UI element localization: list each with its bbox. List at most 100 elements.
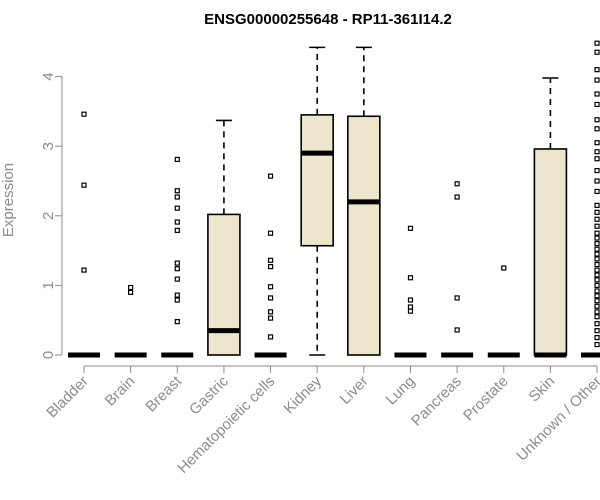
x-tick-label: Unknown / Other — [513, 373, 600, 465]
y-tick-label: 0 — [40, 351, 57, 359]
box-kidney — [300, 46, 335, 356]
outlier-point — [454, 327, 460, 333]
box-body — [207, 213, 241, 356]
outlier-point — [594, 235, 600, 241]
y-axis: 0 1 2 3 4 — [40, 72, 63, 359]
box-pancreas — [441, 181, 474, 358]
x-tick-label: Pancreas — [408, 373, 465, 430]
box-hematopoietic-cells — [254, 173, 287, 358]
outlier-point — [81, 111, 87, 117]
x-tick-label: Bladder — [43, 373, 92, 422]
x-tick-label: Liver — [337, 373, 372, 408]
outlier-point — [594, 256, 600, 262]
outlier-point — [81, 182, 87, 188]
outlier-point — [594, 303, 600, 309]
outlier-point — [128, 284, 134, 291]
x-tick-label: Prostate — [460, 373, 512, 425]
outlier-point — [594, 246, 600, 252]
outlier-point — [454, 181, 460, 187]
outlier-point — [594, 282, 600, 288]
outlier-point — [594, 335, 600, 341]
outlier-point — [594, 91, 600, 97]
outlier-point — [267, 295, 274, 301]
y-tick-label: 4 — [40, 72, 57, 80]
outlier-point — [594, 251, 600, 257]
box-brain — [114, 284, 147, 358]
outlier-point — [174, 318, 180, 325]
outlier-point — [594, 126, 600, 132]
outlier-point — [267, 264, 274, 270]
outlier-point — [407, 275, 414, 281]
x-tick-label: Gastric — [186, 372, 232, 418]
outlier-point — [174, 188, 180, 194]
outlier-point — [594, 209, 600, 215]
outlier-point — [594, 288, 600, 294]
outlier-point — [594, 341, 600, 348]
y-axis-label: Expression — [0, 163, 17, 237]
outlier-point — [594, 328, 600, 334]
outlier-point — [594, 149, 600, 155]
box-unknown-other — [581, 40, 600, 358]
outlier-point — [501, 265, 507, 271]
outlier-point — [594, 309, 600, 315]
outlier-point — [594, 277, 600, 283]
outlier-point — [174, 266, 180, 272]
outlier-point — [594, 298, 600, 304]
x-tick-label: Brain — [102, 373, 139, 410]
outlier-point — [594, 321, 600, 327]
y-tick-label: 1 — [40, 281, 57, 289]
outlier-point — [267, 257, 274, 263]
outlier-point — [174, 205, 180, 211]
x-tick-label: Skin — [526, 373, 559, 406]
outlier-point — [594, 216, 600, 222]
x-tick-label: Breast — [142, 372, 185, 415]
outlier-point — [594, 167, 600, 174]
outlier-point — [594, 230, 600, 236]
outlier-point — [267, 334, 274, 340]
outlier-point — [267, 230, 274, 236]
box-prostate — [487, 265, 520, 358]
outlier-point — [174, 297, 180, 303]
outlier-point — [594, 140, 600, 146]
outlier-point — [454, 194, 460, 200]
outlier-point — [594, 293, 600, 299]
box-gastric — [207, 119, 241, 356]
outlier-point — [174, 227, 180, 234]
outlier-point — [594, 117, 600, 123]
chart-title: ENSG00000255648 - RP11-361I14.2 — [204, 11, 452, 28]
outlier-point — [267, 309, 274, 315]
outlier-point — [267, 284, 274, 290]
outlier-point — [407, 308, 414, 314]
outlier-point — [594, 202, 600, 208]
outlier-point — [594, 223, 600, 229]
outlier-point — [594, 314, 600, 320]
y-tick-label: 3 — [40, 142, 57, 150]
outlier-point — [407, 304, 414, 310]
outlier-point — [594, 272, 600, 278]
outlier-point — [594, 241, 600, 247]
outlier-point — [128, 289, 134, 295]
outlier-point — [174, 292, 180, 298]
outlier-point — [81, 267, 87, 273]
outlier-point — [174, 194, 180, 200]
outlier-point — [407, 297, 414, 303]
box-body — [347, 115, 381, 356]
box-bladder — [68, 111, 100, 358]
outlier-point — [454, 295, 460, 301]
outlier-point — [594, 67, 600, 73]
box-lung — [394, 225, 427, 358]
outlier-point — [407, 225, 414, 231]
outlier-point — [594, 40, 600, 46]
outlier-point — [174, 260, 180, 266]
x-tick-label: Lung — [383, 373, 419, 409]
outlier-point — [594, 261, 600, 268]
x-tick-label: Kidney — [281, 372, 326, 417]
outlier-point — [267, 315, 274, 321]
outlier-point — [594, 101, 600, 108]
outlier-point — [594, 156, 600, 162]
outlier-point — [594, 49, 600, 55]
plot-area — [68, 40, 600, 358]
box-body — [300, 114, 335, 247]
outlier-point — [594, 178, 600, 184]
